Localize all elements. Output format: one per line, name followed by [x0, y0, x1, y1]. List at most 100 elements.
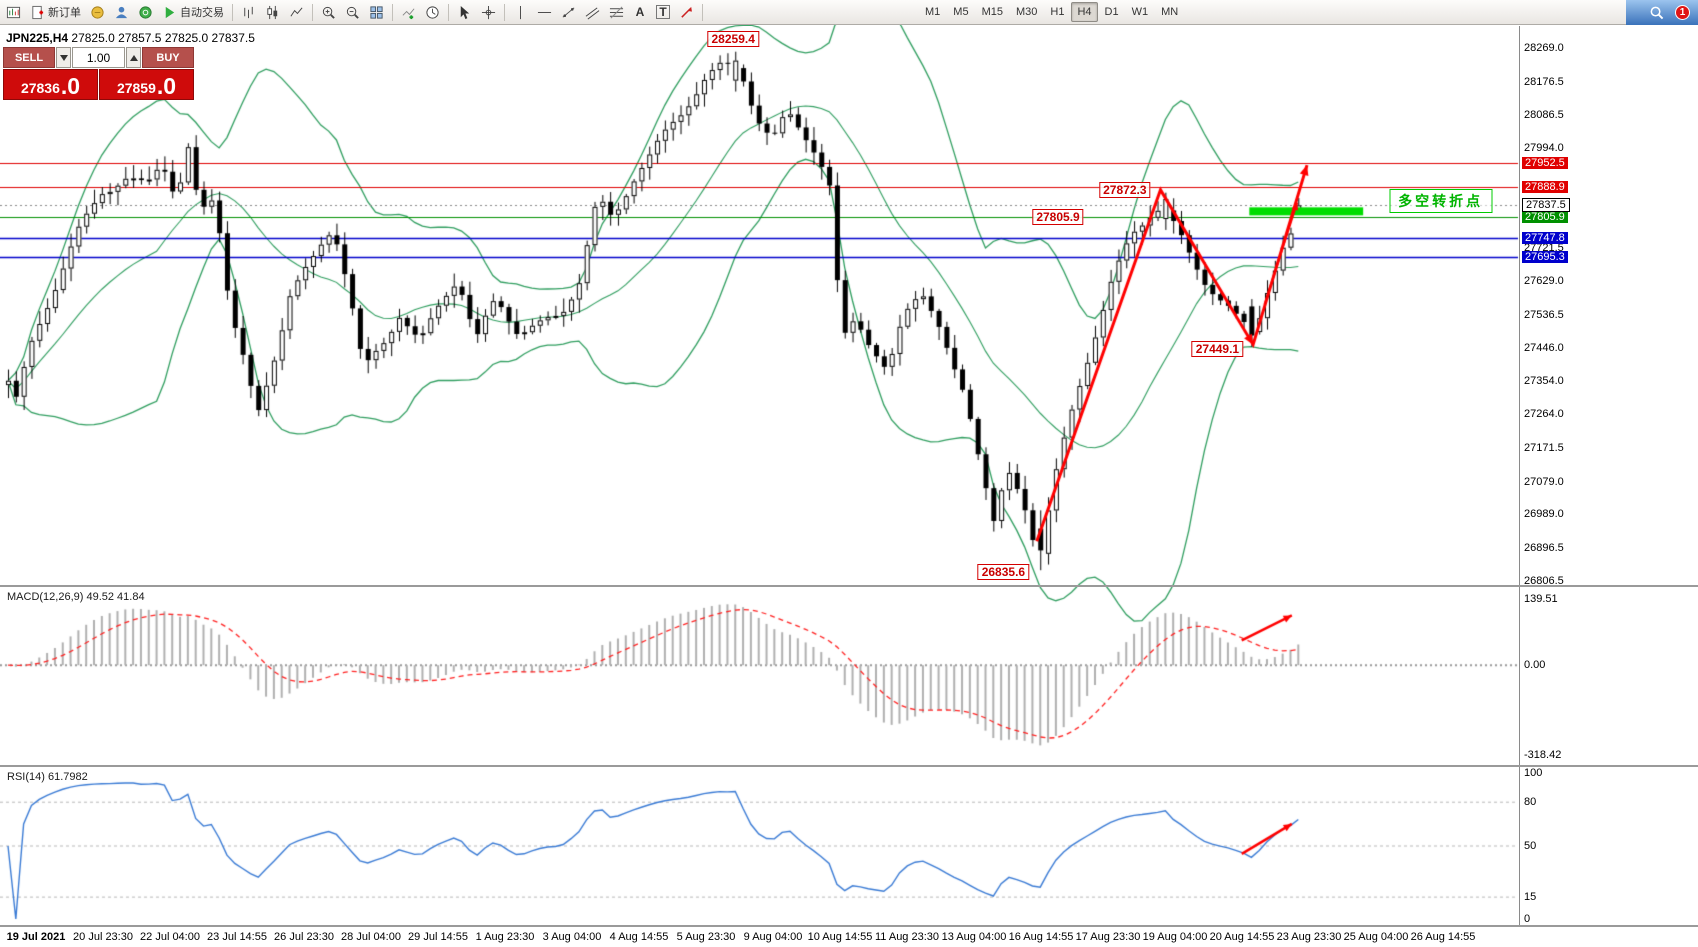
time-axis-label: 29 Jul 14:55: [408, 931, 468, 943]
timeframe-m30[interactable]: M30: [1010, 2, 1043, 22]
new-chart-button[interactable]: [2, 2, 25, 23]
trendline-tool-button[interactable]: [557, 2, 580, 23]
timeframe-m5[interactable]: M5: [947, 2, 974, 22]
volume-input[interactable]: [72, 47, 125, 68]
trade-panel-price-row: 27836.0 27859.0: [3, 69, 194, 100]
account-button[interactable]: [110, 2, 133, 23]
timeframe-mn[interactable]: MN: [1155, 2, 1184, 22]
fibonacci-tool-button[interactable]: [605, 2, 628, 23]
time-axis-label: 16 Aug 14:55: [1008, 931, 1074, 943]
time-axis[interactable]: 19 Jul 2021 20 Jul 23:30 22 Jul 04:00 23 Ju…: [0, 927, 1519, 947]
toolbar-right: 1: [1626, 0, 1698, 25]
chart-symbol-timeframe: JPN225,H4: [6, 31, 69, 45]
trendline-icon: [562, 6, 575, 18]
toolbar-separator: [504, 3, 505, 21]
price-axis-label: 26989.0: [1524, 508, 1564, 521]
time-axis-label: 19 Jul 2021: [6, 931, 66, 943]
notification-badge[interactable]: 1: [1675, 5, 1690, 20]
rsi-scale-label: 80: [1524, 796, 1537, 809]
one-click-trading-panel: SELL BUY 27836.0 27859.0: [3, 47, 194, 100]
macd-panel-separator[interactable]: [0, 585, 1698, 587]
timeframe-m15[interactable]: M15: [976, 2, 1009, 22]
timeframe-toolbar: M1 M5 M15 M30 H1 H4 D1 W1 MN: [919, 2, 1184, 22]
timeframe-h4[interactable]: H4: [1071, 2, 1098, 22]
time-axis-label: 11 Aug 23:30: [874, 931, 940, 943]
time-axis-label: 25 Aug 04:00: [1343, 931, 1409, 943]
zoom-out-icon: [346, 6, 359, 19]
level-price-label: 27695.3: [1522, 251, 1568, 264]
buy-price-button[interactable]: 27859.0: [99, 69, 194, 100]
line-chart-icon: [290, 7, 303, 17]
periods-button[interactable]: [421, 2, 444, 23]
channel-icon: [585, 6, 600, 19]
bar-chart-icon: [244, 6, 253, 18]
zoom-in-button[interactable]: [317, 2, 340, 23]
price-axis-label: 27994.0: [1524, 142, 1564, 155]
macd-scale-max: 139.51: [1524, 593, 1558, 605]
price-axis[interactable]: 28269.0 28176.5 28086.5 27994.0 27721.5 27629…: [1520, 26, 1698, 925]
bar-chart-button[interactable]: [237, 2, 260, 23]
rsi-scale-label: 15: [1524, 891, 1537, 904]
time-axis-border: [0, 925, 1698, 927]
vertical-line-tool-button[interactable]: [509, 2, 532, 23]
time-axis-label: 13 Aug 04:00: [941, 931, 1007, 943]
label-tool-icon: T: [656, 5, 670, 19]
community-icon: [139, 5, 152, 19]
volume-decrease-button[interactable]: [56, 47, 71, 68]
sell-button[interactable]: SELL: [3, 47, 55, 68]
price-axis-label: 26896.5: [1524, 542, 1564, 555]
label-tool-button[interactable]: T: [652, 2, 674, 23]
crosshair-button[interactable]: [477, 2, 500, 23]
toolbar-separator: [448, 3, 449, 21]
time-axis-label: 20 Aug 14:55: [1209, 931, 1275, 943]
volume-down-icon: [59, 54, 68, 61]
crosshair-icon: [481, 5, 496, 19]
price-axis-label: 28086.5: [1524, 108, 1564, 121]
channel-tool-button[interactable]: [581, 2, 604, 23]
timeframe-w1[interactable]: W1: [1126, 2, 1155, 22]
search-icon: [1650, 6, 1663, 20]
price-axis-label: 26806.5: [1524, 574, 1564, 587]
timeframe-m1[interactable]: M1: [919, 2, 946, 22]
search-button[interactable]: [1645, 2, 1667, 23]
rsi-scale-label: 0: [1524, 913, 1531, 925]
time-axis-label: 26 Jul 23:30: [274, 931, 334, 943]
horizontal-line-tool-button[interactable]: [533, 2, 556, 23]
level-price-label: 27888.9: [1522, 180, 1568, 193]
rsi-scale-label: 100: [1524, 767, 1543, 779]
indicators-button[interactable]: [397, 2, 420, 23]
new-order-button[interactable]: 新订单: [26, 2, 85, 23]
price-axis-label: 27536.5: [1524, 308, 1564, 321]
cursor-button[interactable]: [453, 2, 476, 23]
text-tool-button[interactable]: A: [629, 2, 651, 23]
price-axis-label: 27721.5: [1524, 241, 1564, 254]
sell-price-button[interactable]: 27836.0: [3, 69, 98, 100]
sell-price-main: 27836: [20, 80, 60, 96]
autotrade-label: 自动交易: [180, 7, 224, 19]
rsi-panel-separator[interactable]: [0, 765, 1698, 767]
buy-button[interactable]: BUY: [142, 47, 194, 68]
arrow-tool-button[interactable]: [675, 2, 698, 23]
volume-up-icon: [129, 54, 138, 61]
community-button[interactable]: [134, 2, 157, 23]
line-chart-button[interactable]: [285, 2, 308, 23]
fibonacci-icon: [609, 6, 624, 18]
tile-windows-button[interactable]: [365, 2, 388, 23]
price-axis-label: 28269.0: [1524, 42, 1564, 55]
time-axis-label: 9 Aug 04:00: [743, 931, 803, 943]
buy-price-main: 27859: [116, 80, 156, 96]
volume-increase-button[interactable]: [126, 47, 141, 68]
timeframe-h1[interactable]: H1: [1044, 2, 1070, 22]
chart-title: JPN225,H4 27825.0 27857.5 27825.0 27837.…: [6, 31, 255, 45]
chart-ohlc-values: 27825.0 27857.5 27825.0 27837.5: [71, 31, 255, 45]
toolbar-separator: [232, 3, 233, 21]
deposit-button[interactable]: [86, 2, 109, 23]
autotrade-button[interactable]: 自动交易: [158, 2, 228, 23]
zoom-out-button[interactable]: [341, 2, 364, 23]
candlestick-chart-icon: [267, 5, 278, 19]
candlestick-chart-button[interactable]: [261, 2, 284, 23]
timeframe-d1[interactable]: D1: [1099, 2, 1125, 22]
toolbar-separator: [392, 3, 393, 21]
